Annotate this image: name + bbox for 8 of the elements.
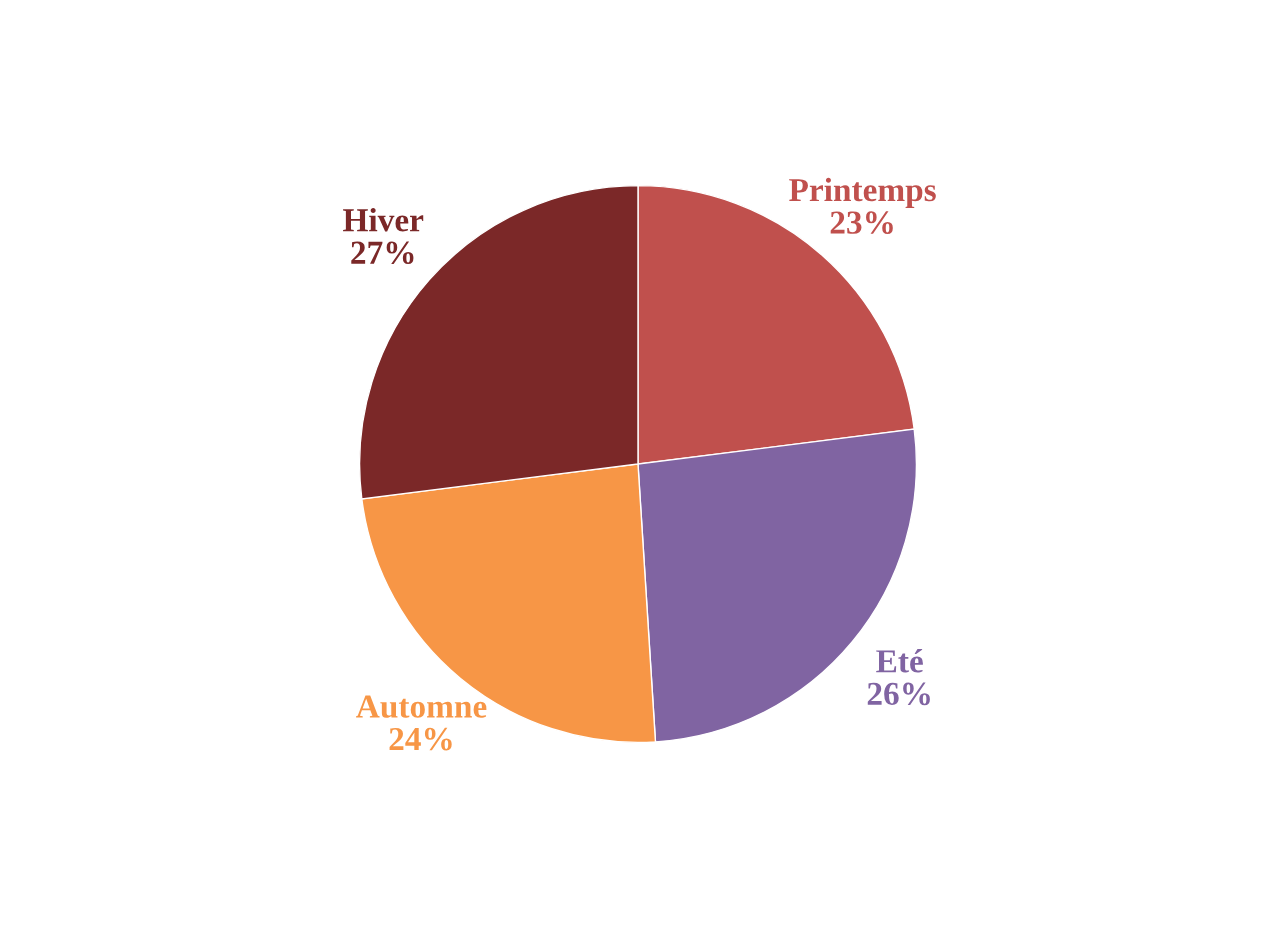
slice-label: Printemps xyxy=(789,177,936,209)
data-label: 27% xyxy=(351,241,414,265)
data-label: 26% xyxy=(867,682,930,706)
slice-label: Automne xyxy=(356,695,487,718)
slice-label: Eté xyxy=(876,649,923,673)
data-label: 24% xyxy=(389,727,452,751)
slice-label: Hiver xyxy=(343,208,424,232)
data-label: 23% xyxy=(830,211,893,234)
